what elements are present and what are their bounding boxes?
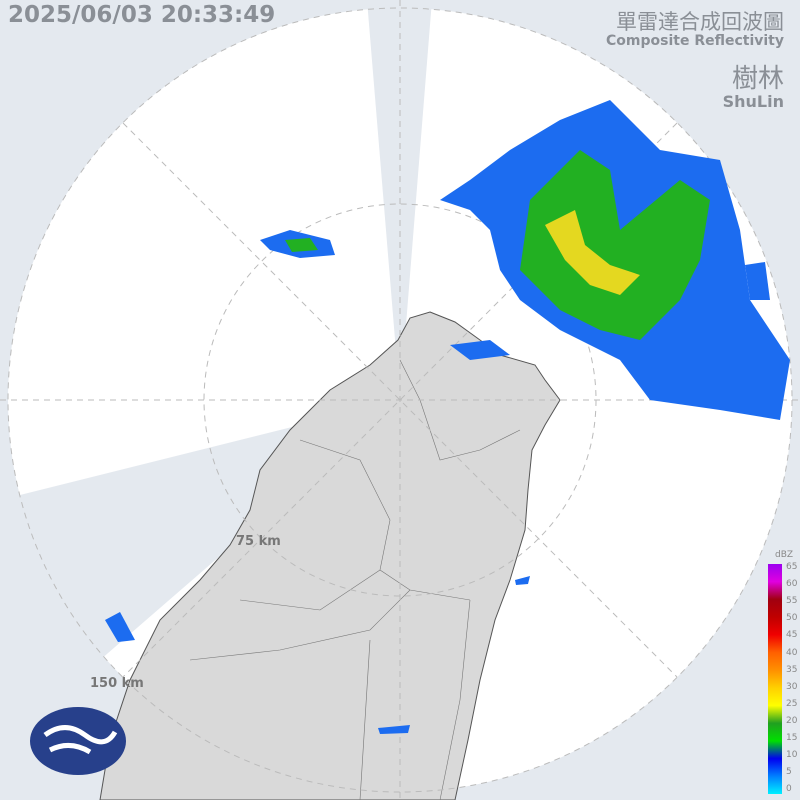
- timestamp: 2025/06/03 20:33:49: [8, 2, 276, 28]
- dbz-color-scale: [768, 564, 782, 794]
- taiwan-landmass: [99, 311, 561, 800]
- legend-tick: 50: [786, 613, 798, 624]
- echo-sw: [105, 612, 135, 642]
- echo-nw-core: [285, 238, 318, 252]
- legend-tick: 5: [786, 767, 792, 778]
- legend-tick: 25: [786, 698, 798, 709]
- legend-tick: 55: [786, 596, 798, 607]
- legend-tick: 20: [786, 715, 798, 726]
- legend-tick: 40: [786, 647, 798, 658]
- echo-far-east: [745, 262, 770, 300]
- echo-ne-moderate: [520, 150, 710, 340]
- legend-tick: 65: [786, 562, 798, 572]
- station-zh: 樹林: [731, 64, 784, 94]
- cwa-logo: [30, 707, 126, 775]
- legend-tick: 10: [786, 750, 798, 761]
- echo-east: [515, 576, 530, 585]
- station-en: ShuLin: [722, 92, 784, 111]
- radar-echoes: [105, 100, 790, 734]
- echo-north-coast: [450, 340, 510, 360]
- range-label-75: 75 km: [236, 534, 281, 549]
- county-boundaries: [189, 359, 521, 800]
- legend-tick: 30: [786, 681, 798, 692]
- range-label-150: 150 km: [90, 676, 144, 691]
- legend-tick: 45: [786, 630, 798, 641]
- legend-tick: 0: [786, 784, 792, 795]
- echo-ne-strong: [545, 210, 640, 295]
- echo-south: [378, 725, 410, 734]
- legend-tick: 60: [786, 579, 798, 590]
- title-en: Composite Reflectivity: [606, 33, 784, 49]
- legend-tick: 35: [786, 664, 798, 675]
- title-zh: 單雷達合成回波圖: [616, 10, 784, 34]
- legend-unit: dBZ: [775, 550, 794, 560]
- legend-tick: 15: [786, 733, 798, 743]
